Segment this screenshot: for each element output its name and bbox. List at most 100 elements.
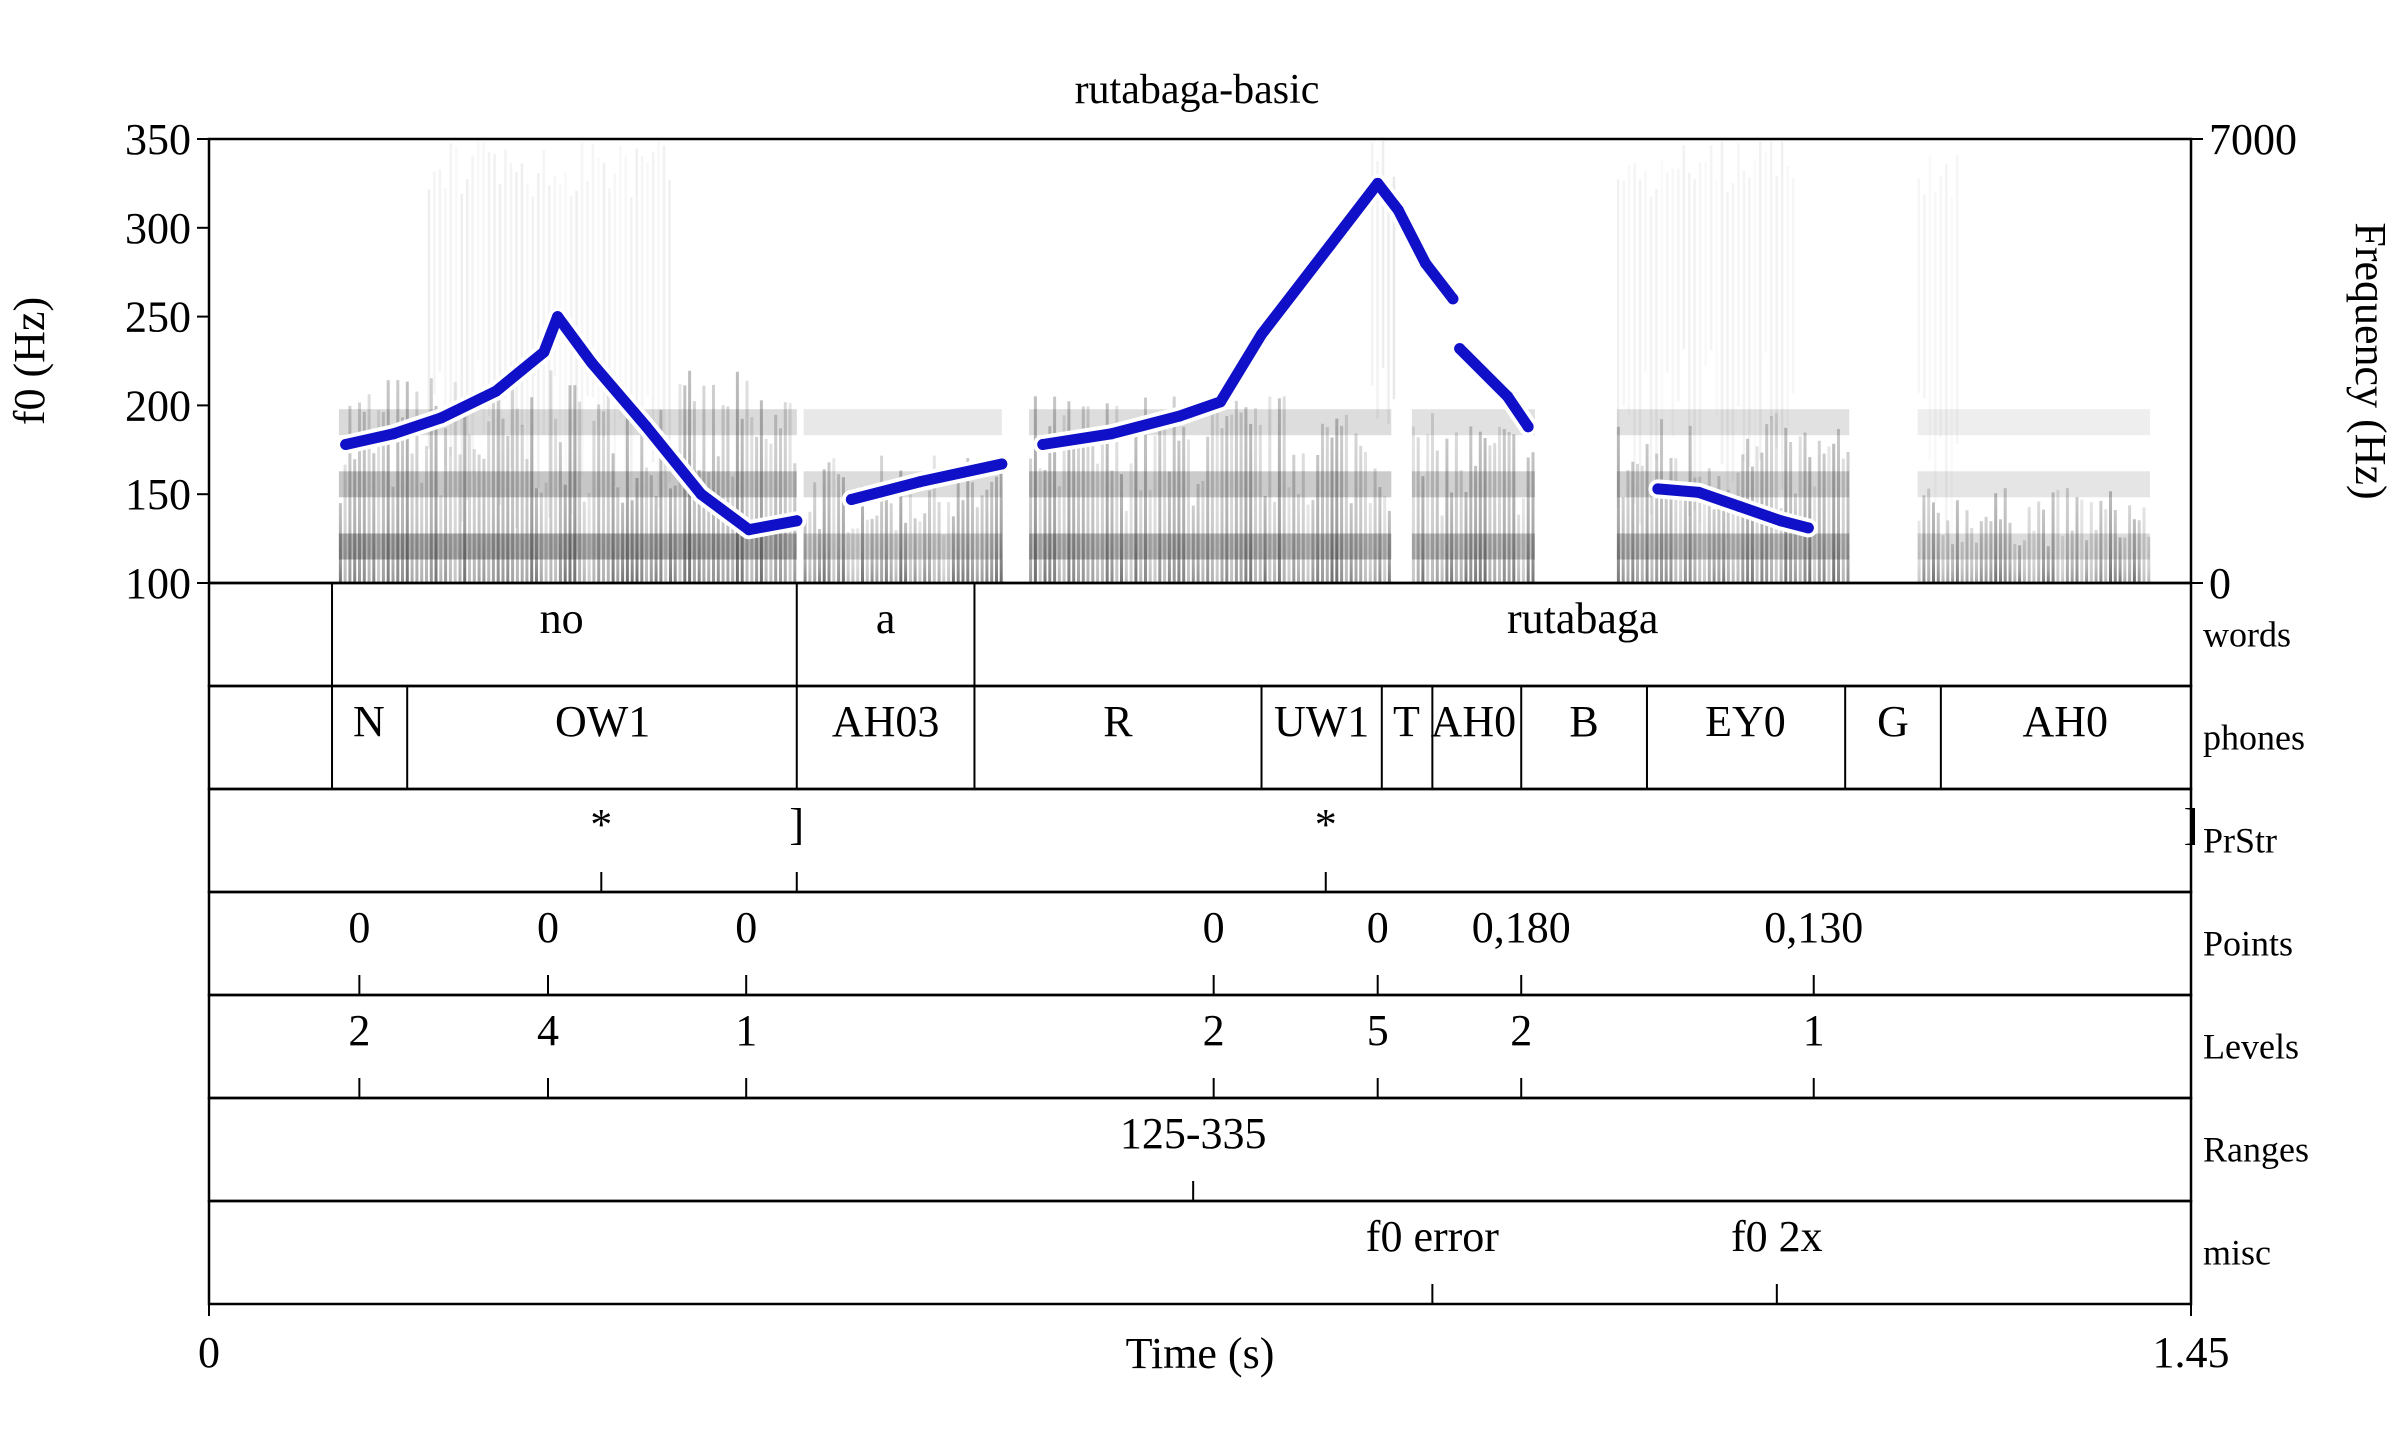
spectrogram-column bbox=[2037, 501, 2041, 583]
spectrogram-column bbox=[1707, 468, 1711, 583]
f0-point bbox=[1372, 177, 1384, 189]
spectrogram-column bbox=[2132, 519, 2136, 583]
spectrogram-column bbox=[1483, 438, 1487, 583]
point-label: 2 bbox=[1510, 1006, 1532, 1055]
spectrogram-column bbox=[1779, 508, 1783, 583]
spectrogram-column bbox=[1258, 424, 1262, 583]
spectrogram-column bbox=[707, 471, 711, 583]
formant-band bbox=[1616, 409, 1850, 436]
tier-words-frame bbox=[207, 581, 2193, 688]
noise-column bbox=[1666, 172, 1669, 373]
f0-point bbox=[791, 515, 803, 527]
spectrogram-column bbox=[764, 438, 768, 583]
noise-column bbox=[640, 156, 644, 434]
spectrogram-column bbox=[889, 503, 893, 583]
spectrogram-column bbox=[1626, 470, 1630, 583]
spectrogram-column bbox=[1254, 408, 1257, 583]
spectrogram-column bbox=[2118, 537, 2122, 583]
spectrogram-column bbox=[2137, 520, 2141, 583]
spectrogram-column bbox=[2123, 537, 2127, 583]
spectrogram-column bbox=[678, 384, 682, 583]
formant-band bbox=[803, 533, 1002, 560]
spectrogram-column bbox=[1311, 499, 1315, 583]
interval-label: rutabaga bbox=[1507, 594, 1658, 643]
noise-column bbox=[1939, 175, 1942, 438]
spectrogram-column bbox=[491, 382, 495, 583]
noise-column bbox=[1929, 154, 1932, 461]
noise-column bbox=[1698, 162, 1702, 523]
spectrogram-column bbox=[549, 370, 553, 583]
noise-column bbox=[1737, 143, 1740, 407]
spectrogram-column bbox=[721, 405, 725, 583]
spectrogram-column bbox=[1239, 412, 1243, 583]
spectrogram-column bbox=[745, 380, 749, 583]
spectrogram-column bbox=[1062, 415, 1066, 583]
spectrogram-column bbox=[827, 462, 831, 583]
interval-label: AH0 bbox=[2022, 697, 2108, 746]
spectrogram-column bbox=[1110, 470, 1114, 583]
spectrogram-column bbox=[1674, 458, 1678, 583]
spectrogram-column bbox=[1999, 519, 2002, 583]
interval-label: AH03 bbox=[832, 697, 940, 746]
spectrogram-column bbox=[520, 424, 524, 583]
spectrogram-column bbox=[1841, 458, 1845, 583]
spectrogram-column bbox=[1459, 470, 1463, 583]
spectrogram-column bbox=[2104, 509, 2108, 583]
point-label: 125-335 bbox=[1120, 1109, 1267, 1158]
f0-point bbox=[586, 357, 598, 369]
spectrogram-column bbox=[2075, 497, 2079, 583]
spectrogram-column bbox=[971, 482, 974, 583]
spectrogram-column bbox=[1984, 516, 1988, 583]
point-label: 2 bbox=[1203, 1006, 1225, 1055]
spectrogram-column bbox=[458, 454, 462, 583]
spectrogram-column bbox=[405, 381, 409, 583]
interval-label: B bbox=[1569, 697, 1598, 746]
spectrogram-column bbox=[2089, 502, 2093, 583]
spectrogram-column bbox=[1817, 440, 1821, 583]
spectrogram-column bbox=[1955, 500, 1959, 583]
spectrogram-column bbox=[1383, 496, 1387, 583]
spectrogram-column bbox=[923, 513, 927, 583]
spectrogram-column bbox=[1134, 428, 1138, 583]
spectrogram-column bbox=[1273, 501, 1277, 583]
spectrogram-column bbox=[654, 496, 658, 583]
interval-label: UW1 bbox=[1274, 697, 1369, 746]
spectrogram-column bbox=[506, 435, 510, 583]
formant-band bbox=[1029, 533, 1392, 560]
spectrogram-column bbox=[1450, 492, 1454, 583]
noise-column bbox=[657, 140, 660, 508]
spectrogram-column bbox=[477, 454, 481, 583]
spectrogram-column bbox=[899, 470, 903, 583]
tier-name-words: words bbox=[2203, 615, 2291, 655]
time-axis-label: Time (s) bbox=[1126, 1329, 1275, 1378]
spectrogram-column bbox=[1493, 443, 1497, 583]
spectrogram-column bbox=[1837, 429, 1840, 583]
point-label: 1 bbox=[735, 1006, 757, 1055]
spectrogram-column bbox=[1631, 461, 1635, 583]
spectrogram-column bbox=[1187, 439, 1190, 583]
spectrogram-column bbox=[1827, 446, 1831, 583]
spectrogram-column bbox=[975, 507, 979, 583]
spectrogram-column bbox=[1521, 498, 1525, 583]
f0-point bbox=[695, 488, 707, 500]
spectrogram-column bbox=[1057, 486, 1061, 583]
spectrogram-column bbox=[1750, 466, 1754, 583]
spectrogram-column bbox=[401, 417, 404, 583]
noise-column bbox=[1950, 197, 1953, 553]
spectrogram-column bbox=[1655, 453, 1659, 583]
tier-name-ranges: Ranges bbox=[2203, 1130, 2309, 1170]
spectrogram-column bbox=[1081, 406, 1085, 583]
noise-column bbox=[1731, 183, 1735, 482]
spectrogram-column bbox=[582, 501, 586, 583]
formant-band bbox=[1616, 533, 1850, 560]
spectrogram-column bbox=[635, 478, 639, 583]
spectrogram-column bbox=[1440, 515, 1444, 583]
point-label: f0 error bbox=[1366, 1212, 1499, 1261]
spectrogram-column bbox=[558, 442, 562, 583]
spectrogram-column bbox=[822, 469, 826, 583]
f0-point bbox=[388, 428, 399, 440]
f0-point bbox=[845, 494, 857, 505]
spectrogram-column bbox=[1927, 488, 1931, 583]
spectrogram-column bbox=[1091, 428, 1095, 583]
spectrogram-column bbox=[1387, 510, 1391, 583]
